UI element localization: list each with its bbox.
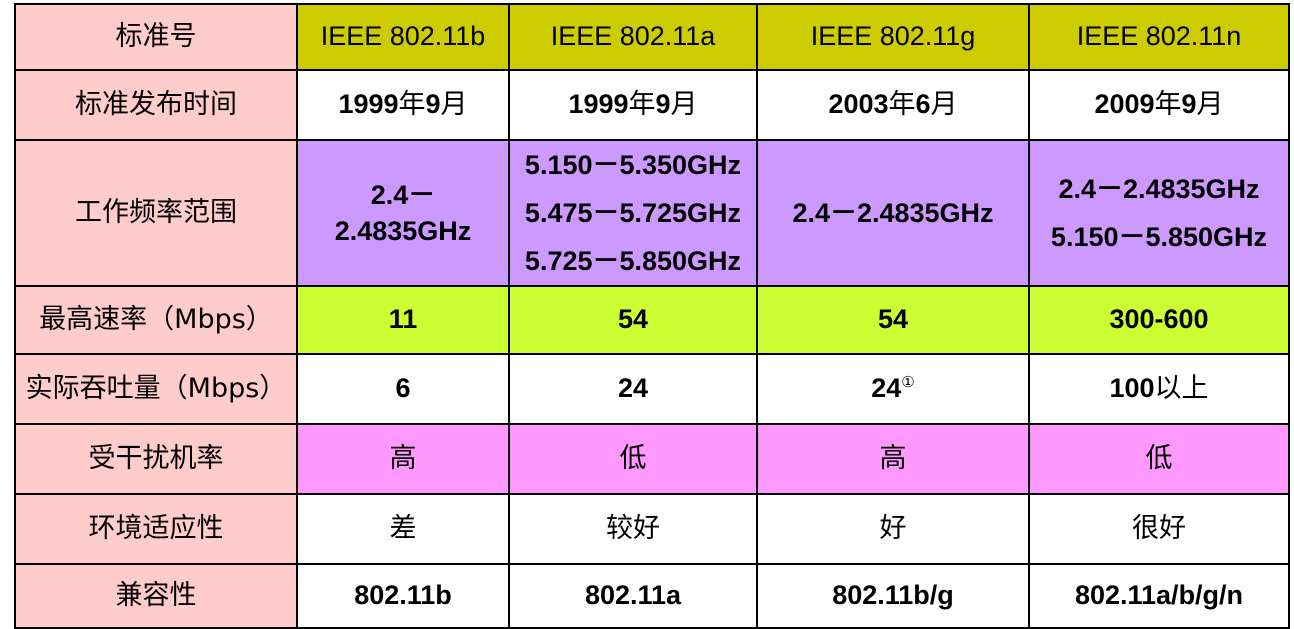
frequency-line: 5.150－5.350GHz	[524, 150, 742, 180]
release-month: 9	[655, 89, 671, 120]
frequency-cell-80211n: 2.4－2.4835GHz 5.150－5.850GHz	[1028, 139, 1290, 287]
compatibility-cell-80211g: 802.11b/g	[756, 563, 1030, 629]
frequency-cell-80211a: 5.150－5.350GHz 5.475－5.725GHz 5.725－5.85…	[508, 139, 758, 287]
release-month: 9	[425, 89, 441, 120]
row-label-interference: 受干扰机率	[14, 423, 298, 495]
row-label-compatibility: 兼容性	[14, 563, 298, 629]
frequency-line: 2.4－2.4835GHz	[792, 198, 994, 228]
compatibility-cell-80211b: 802.11b	[296, 563, 510, 629]
throughput-value: 100	[1109, 373, 1155, 404]
table-row-throughput: 实际吞吐量（Mbps） 6 24 24① 100以上	[14, 353, 1290, 425]
table-row-standard: 标准号 IEEE 802.11b IEEE 802.11a IEEE 802.1…	[14, 3, 1290, 71]
table-row-frequency: 工作频率范围 2.4－ 2.4835GHz 5.150－5.350GHz 5.4…	[14, 139, 1290, 287]
frequency-line: 2.4835GHz	[334, 216, 472, 246]
release-year: 1999	[338, 89, 399, 120]
frequency-cell-80211b: 2.4－ 2.4835GHz	[296, 139, 510, 287]
frequency-cell-80211g: 2.4－2.4835GHz	[756, 139, 1030, 287]
max-rate-cell-80211a: 54	[508, 285, 758, 355]
throughput-cell-80211g: 24①	[756, 353, 1030, 425]
table-row-compatibility: 兼容性 802.11b 802.11a 802.11b/g 802.11a/b/…	[14, 563, 1290, 629]
release-date-cell-80211a: 1999年9月	[508, 69, 758, 141]
table-row-max-rate: 最高速率（Mbps） 11 54 54 300-600	[14, 285, 1290, 355]
release-date-cell-80211n: 2009年9月	[1028, 69, 1290, 141]
throughput-cell-80211b: 6	[296, 353, 510, 425]
throughput-value: 24	[617, 373, 649, 404]
throughput-value: 24	[871, 373, 902, 404]
row-label-max-rate: 最高速率（Mbps）	[14, 285, 298, 355]
frequency-line: 5.725－5.850GHz	[524, 246, 742, 276]
year-unit: 年	[1154, 89, 1182, 121]
row-label-frequency: 工作频率范围	[14, 139, 298, 287]
year-unit: 年	[628, 89, 656, 121]
frequency-line: 5.150－5.850GHz	[1050, 222, 1268, 252]
row-label-release-date: 标准发布时间	[14, 69, 298, 141]
month-unit: 月	[440, 89, 468, 121]
interference-cell-80211a: 低	[508, 423, 758, 495]
wifi-standards-table: 标准号 IEEE 802.11b IEEE 802.11a IEEE 802.1…	[14, 3, 1290, 629]
release-month: 9	[1181, 89, 1197, 120]
throughput-value: 6	[395, 373, 411, 404]
month-unit: 月	[1196, 89, 1224, 121]
release-year: 2003	[828, 89, 889, 120]
header-cell-80211n: IEEE 802.11n	[1028, 3, 1290, 71]
footnote-marker: ①	[901, 374, 915, 392]
row-label-throughput: 实际吞吐量（Mbps）	[14, 353, 298, 425]
frequency-line: 5.475－5.725GHz	[524, 198, 742, 228]
compatibility-cell-80211n: 802.11a/b/g/n	[1028, 563, 1290, 629]
throughput-cell-80211a: 24	[508, 353, 758, 425]
environment-cell-80211n: 很好	[1028, 493, 1290, 565]
row-label-environment: 环境适应性	[14, 493, 298, 565]
frequency-line: 2.4－2.4835GHz	[1058, 174, 1260, 204]
release-year: 1999	[568, 89, 629, 120]
table-row-environment: 环境适应性 差 较好 好 很好	[14, 493, 1290, 565]
max-rate-cell-80211b: 11	[296, 285, 510, 355]
header-cell-80211a: IEEE 802.11a	[508, 3, 758, 71]
throughput-suffix: 以上	[1154, 373, 1209, 405]
interference-cell-80211n: 低	[1028, 423, 1290, 495]
month-unit: 月	[670, 89, 698, 121]
interference-cell-80211b: 高	[296, 423, 510, 495]
year-unit: 年	[888, 89, 916, 121]
max-rate-cell-80211n: 300-600	[1028, 285, 1290, 355]
header-cell-80211b: IEEE 802.11b	[296, 3, 510, 71]
release-month: 6	[915, 89, 931, 120]
month-unit: 月	[930, 89, 958, 121]
environment-cell-80211b: 差	[296, 493, 510, 565]
header-cell-80211g: IEEE 802.11g	[756, 3, 1030, 71]
year-unit: 年	[398, 89, 426, 121]
throughput-cell-80211n: 100以上	[1028, 353, 1290, 425]
environment-cell-80211a: 较好	[508, 493, 758, 565]
max-rate-cell-80211g: 54	[756, 285, 1030, 355]
release-date-cell-80211b: 1999年9月	[296, 69, 510, 141]
release-year: 2009	[1094, 89, 1155, 120]
table-row-interference: 受干扰机率 高 低 高 低	[14, 423, 1290, 495]
frequency-line: 2.4－	[370, 180, 436, 210]
table-row-release-date: 标准发布时间 1999年9月 1999年9月 2003年6月 2009年9月	[14, 69, 1290, 141]
interference-cell-80211g: 高	[756, 423, 1030, 495]
environment-cell-80211g: 好	[756, 493, 1030, 565]
row-label-standard: 标准号	[14, 3, 298, 71]
release-date-cell-80211g: 2003年6月	[756, 69, 1030, 141]
compatibility-cell-80211a: 802.11a	[508, 563, 758, 629]
